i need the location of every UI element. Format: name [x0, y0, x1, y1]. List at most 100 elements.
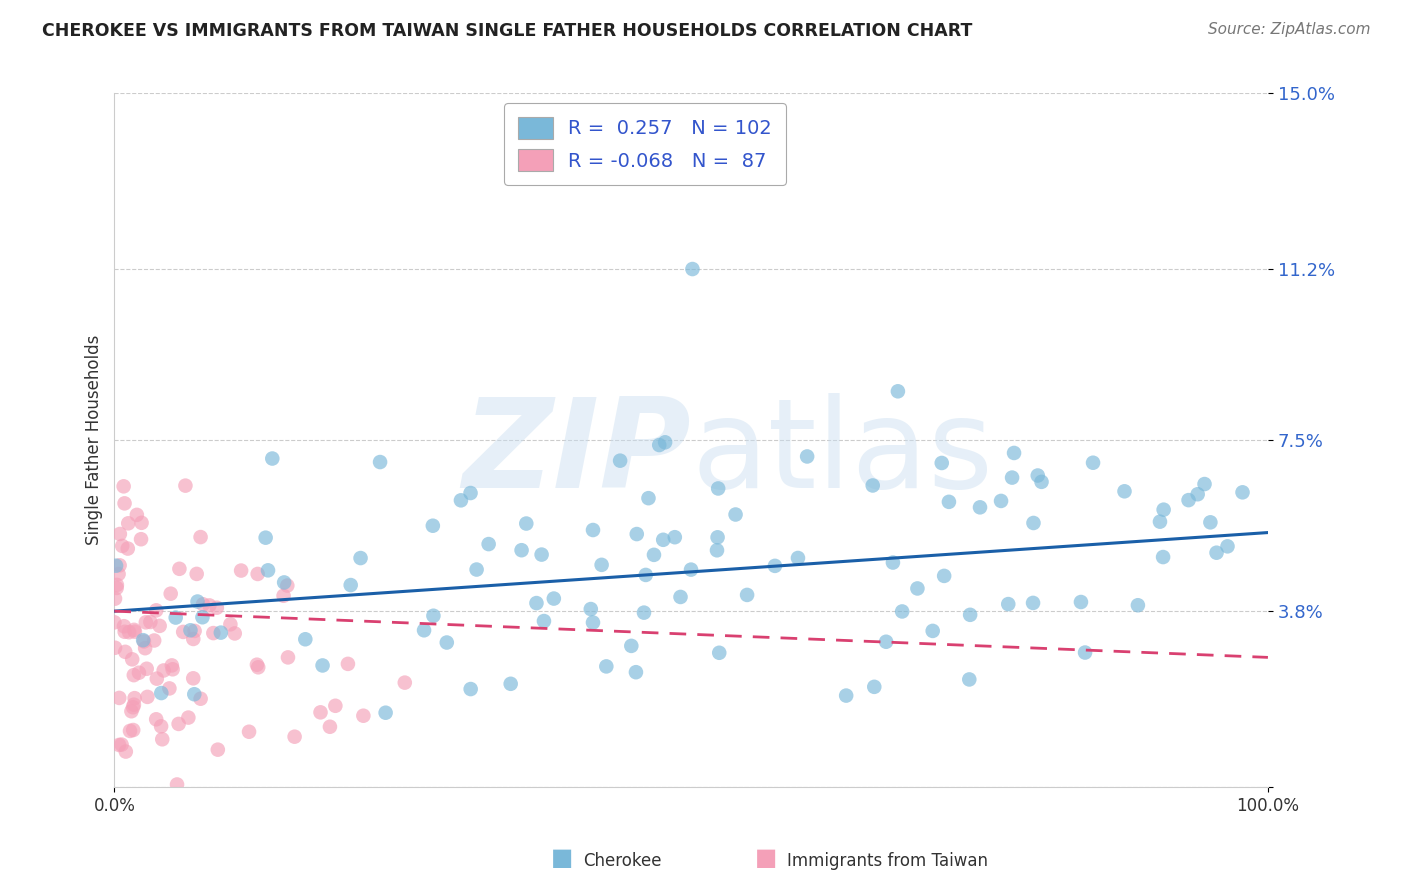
- Point: [104, 640, 127, 655]
- Point: [907, 582, 929, 596]
- Point: [105, 558, 128, 573]
- Point: [103, 615, 125, 630]
- Point: [273, 575, 295, 590]
- Point: [219, 617, 242, 632]
- Point: [624, 665, 647, 680]
- Point: [224, 626, 246, 640]
- Text: Source: ZipAtlas.com: Source: ZipAtlas.com: [1208, 22, 1371, 37]
- Point: [706, 530, 728, 544]
- Point: [319, 720, 342, 734]
- Point: [186, 594, 208, 608]
- Point: [122, 723, 145, 737]
- Point: [146, 672, 169, 686]
- Point: [579, 602, 602, 616]
- Point: [124, 624, 146, 639]
- Point: [145, 712, 167, 726]
- Point: [157, 681, 180, 696]
- Point: [150, 719, 173, 733]
- Point: [181, 632, 204, 646]
- Point: [132, 634, 155, 648]
- Point: [1177, 493, 1199, 508]
- Point: [134, 641, 156, 656]
- Point: [679, 563, 702, 577]
- Point: [609, 453, 631, 467]
- Point: [1205, 546, 1227, 560]
- Point: [190, 530, 212, 544]
- Legend: R =  0.257   N = 102, R = -0.068   N =  87: R = 0.257 N = 102, R = -0.068 N = 87: [505, 103, 786, 185]
- Point: [422, 518, 444, 533]
- Point: [284, 730, 307, 744]
- Point: [246, 566, 269, 581]
- Point: [108, 690, 131, 705]
- Point: [238, 724, 260, 739]
- Point: [108, 738, 131, 752]
- Point: [121, 652, 143, 666]
- Point: [129, 533, 152, 547]
- Point: [938, 495, 960, 509]
- Point: [124, 691, 146, 706]
- Point: [177, 710, 200, 724]
- Point: [835, 689, 858, 703]
- Point: [150, 732, 173, 747]
- Point: [582, 615, 605, 630]
- Point: [422, 608, 444, 623]
- Point: [959, 607, 981, 622]
- Point: [1114, 484, 1136, 499]
- Point: [591, 558, 613, 572]
- Point: [143, 633, 166, 648]
- Point: [394, 675, 416, 690]
- Point: [1232, 485, 1254, 500]
- Point: [543, 591, 565, 606]
- Point: [637, 491, 659, 505]
- Point: [1081, 456, 1104, 470]
- Point: [262, 451, 284, 466]
- Point: [135, 615, 157, 630]
- Point: [273, 589, 295, 603]
- Point: [186, 566, 208, 581]
- Text: CHEROKEE VS IMMIGRANTS FROM TAIWAN SINGLE FATHER HOUSEHOLDS CORRELATION CHART: CHEROKEE VS IMMIGRANTS FROM TAIWAN SINGL…: [42, 22, 973, 40]
- Point: [311, 658, 333, 673]
- Point: [681, 262, 703, 277]
- Point: [997, 597, 1019, 611]
- Point: [118, 625, 141, 640]
- Point: [160, 658, 183, 673]
- Point: [167, 717, 190, 731]
- Point: [595, 659, 617, 673]
- Point: [526, 596, 548, 610]
- Point: [436, 635, 458, 649]
- Point: [957, 673, 980, 687]
- Point: [105, 581, 128, 595]
- Point: [654, 435, 676, 450]
- Point: [202, 626, 225, 640]
- Point: [921, 624, 943, 638]
- Point: [499, 677, 522, 691]
- Text: ■: ■: [755, 846, 778, 870]
- Point: [125, 508, 148, 522]
- Point: [1194, 477, 1216, 491]
- Point: [105, 578, 128, 592]
- Point: [117, 516, 139, 531]
- Point: [136, 690, 159, 704]
- Point: [166, 777, 188, 791]
- Point: [709, 646, 731, 660]
- Point: [131, 516, 153, 530]
- Point: [145, 603, 167, 617]
- Point: [198, 599, 221, 613]
- Point: [110, 738, 132, 752]
- Point: [190, 691, 212, 706]
- Point: [460, 681, 482, 696]
- Point: [620, 639, 643, 653]
- Point: [1001, 470, 1024, 484]
- Point: [1031, 475, 1053, 489]
- Point: [796, 450, 818, 464]
- Point: [122, 668, 145, 682]
- Point: [707, 482, 730, 496]
- Point: [706, 543, 728, 558]
- Point: [174, 478, 197, 492]
- Point: [478, 537, 501, 551]
- Point: [257, 563, 280, 577]
- Point: [931, 456, 953, 470]
- Point: [652, 533, 675, 547]
- Point: [1199, 516, 1222, 530]
- Point: [277, 650, 299, 665]
